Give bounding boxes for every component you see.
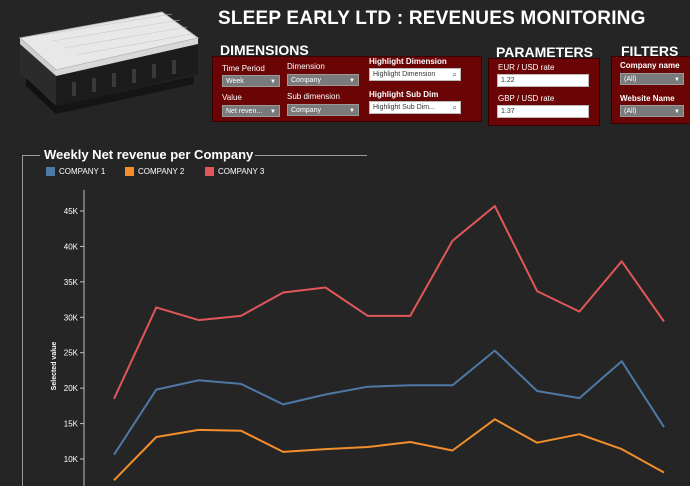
chevron-down-icon: ▼ xyxy=(674,109,680,115)
search-icon: ⌕ xyxy=(452,103,457,112)
highlight-dimension-placeholder: Highlight Dimension xyxy=(373,71,436,78)
dimensions-title: DIMENSIONS xyxy=(220,42,309,58)
gbp-usd-input[interactable]: 1.37 xyxy=(497,105,589,118)
value-value: Net reven... xyxy=(226,108,263,115)
dimension-label: Dimension xyxy=(287,62,325,71)
sub-dimension-label: Sub dimension xyxy=(287,92,340,101)
legend-label-company-3: COMPANY 3 xyxy=(218,167,265,176)
chevron-down-icon: ▼ xyxy=(349,108,355,114)
y-tick-label: 20K xyxy=(64,384,79,393)
highlight-sub-dim-label: Highlight Sub Dim xyxy=(369,90,439,99)
website-name-value: (All) xyxy=(624,108,637,115)
value-dropdown[interactable]: Net reven... ▼ xyxy=(222,105,280,117)
dimension-dropdown[interactable]: Company ▼ xyxy=(287,74,359,86)
filters-title: FILTERS xyxy=(621,43,679,59)
time-period-dropdown[interactable]: Week ▼ xyxy=(222,75,280,87)
company-name-label: Company name xyxy=(620,61,680,70)
y-axis-label: Selected value xyxy=(51,342,58,391)
website-name-label: Website Name xyxy=(620,94,675,103)
legend-swatch-company-2 xyxy=(125,167,134,177)
legend-item-company-2[interactable]: COMPANY 2 xyxy=(125,167,185,177)
website-name-dropdown[interactable]: (All) ▼ xyxy=(620,105,684,117)
chart-title: Weekly Net revenue per Company xyxy=(44,147,254,162)
y-tick-label: 15K xyxy=(64,420,79,429)
legend-label-company-1: COMPANY 1 xyxy=(59,167,106,176)
legend-swatch-company-1 xyxy=(46,167,55,177)
y-tick-label: 10K xyxy=(64,455,79,464)
legend-item-company-3[interactable]: COMPANY 3 xyxy=(205,167,265,177)
y-tick-label: 30K xyxy=(64,313,79,322)
legend-item-company-1[interactable]: COMPANY 1 xyxy=(46,167,106,177)
eur-usd-label: EUR / USD rate xyxy=(498,63,555,72)
y-tick-label: 40K xyxy=(64,242,79,251)
gbp-usd-label: GBP / USD rate xyxy=(498,94,555,103)
filters-panel: Company name (All) ▼ Website Name (All) … xyxy=(611,56,690,124)
highlight-dimension-label: Highlight Dimension xyxy=(369,57,447,66)
chart-frame-top xyxy=(22,155,40,156)
time-period-label: Time Period xyxy=(222,64,265,73)
chart-frame-left xyxy=(22,155,23,486)
value-label: Value xyxy=(222,93,242,102)
y-tick-label: 25K xyxy=(64,349,79,358)
y-tick-label: 45K xyxy=(64,207,79,216)
parameters-panel: EUR / USD rate 1.22 GBP / USD rate 1.37 xyxy=(488,58,600,126)
sub-dimension-value: Company xyxy=(291,107,321,114)
series-line-company-1 xyxy=(113,349,665,456)
sub-dimension-dropdown[interactable]: Company ▼ xyxy=(287,104,359,116)
time-period-value: Week xyxy=(226,78,244,85)
chart-frame-top-right xyxy=(255,155,367,156)
highlight-dimension-input[interactable]: Highlight Dimension ⌕ xyxy=(369,68,461,81)
highlight-sub-dim-input[interactable]: Highlight Sub Dim... ⌕ xyxy=(369,101,461,114)
dimensions-panel: Time Period Week ▼ Dimension Company ▼ H… xyxy=(212,56,482,122)
series-line-company-3 xyxy=(113,205,665,400)
chevron-down-icon: ▼ xyxy=(270,79,276,85)
y-tick-label: 35K xyxy=(64,278,79,287)
page-title: SLEEP EARLY LTD : REVENUES MONITORING xyxy=(218,8,646,29)
chevron-down-icon: ▼ xyxy=(349,78,355,84)
parameters-title: PARAMETERS xyxy=(496,44,593,60)
chevron-down-icon: ▼ xyxy=(270,109,276,115)
search-icon: ⌕ xyxy=(452,70,457,79)
legend-label-company-2: COMPANY 2 xyxy=(138,167,185,176)
mattress-logo-image xyxy=(18,11,200,114)
company-name-dropdown[interactable]: (All) ▼ xyxy=(620,73,684,85)
eur-usd-input[interactable]: 1.22 xyxy=(497,74,589,87)
series-line-company-2 xyxy=(113,418,665,481)
highlight-sub-dim-placeholder: Highlight Sub Dim... xyxy=(373,104,435,111)
company-name-value: (All) xyxy=(624,76,637,83)
dimension-value: Company xyxy=(291,77,321,84)
chevron-down-icon: ▼ xyxy=(674,77,680,83)
legend-swatch-company-3 xyxy=(205,167,214,177)
